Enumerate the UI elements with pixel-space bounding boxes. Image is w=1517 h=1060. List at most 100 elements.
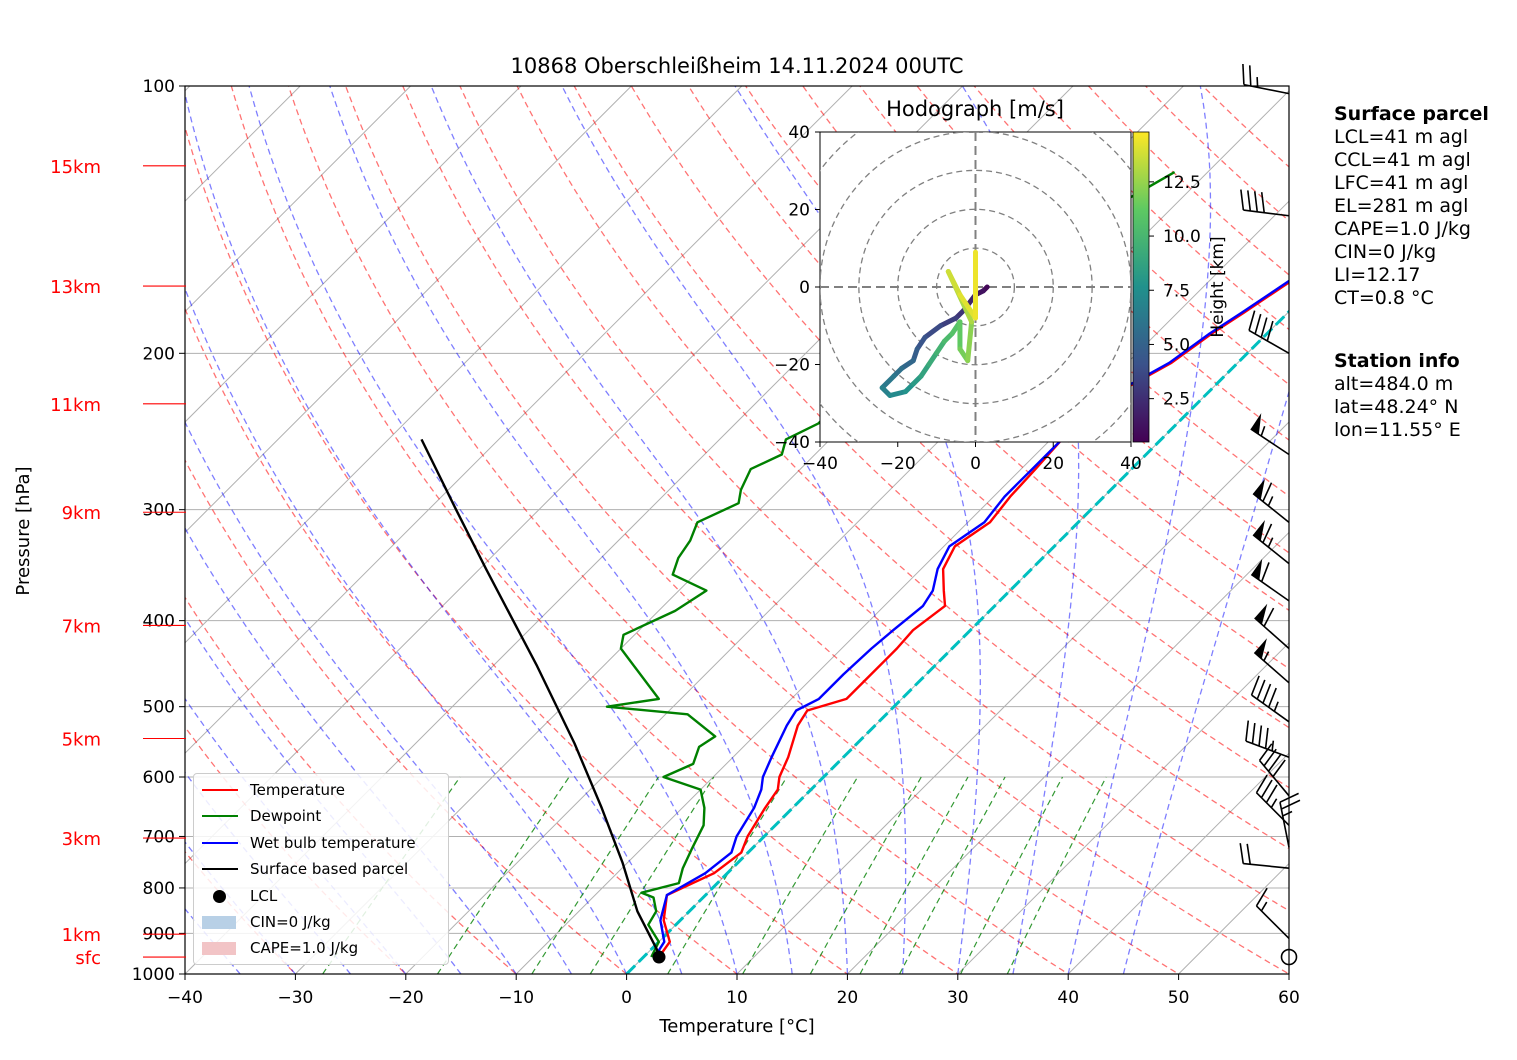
hodograph-x-tick-label: 40 — [1120, 454, 1142, 474]
wind-barb-flag — [1279, 792, 1299, 803]
height-label: 7km — [62, 616, 101, 637]
mixing-ratio-line — [960, 776, 1064, 974]
isotherm-line — [515, 200, 1289, 974]
wind-barb-half-flag — [1260, 425, 1266, 437]
height-label: 11km — [50, 395, 101, 416]
legend: Temperature Dewpoint Wet bulb temperatur… — [193, 773, 449, 965]
legend-swatch-wetbulb — [202, 842, 238, 844]
wind-barb-half-flag — [1267, 496, 1274, 507]
legend-label-cape: CAPE=1.0 J/kg — [250, 939, 359, 957]
colorbar-tick-label: 12.5 — [1163, 173, 1201, 193]
station-info-heading: Station info — [1334, 350, 1460, 372]
surface-parcel-panel: Surface parcel LCL=41 m agl CCL=41 m agl… — [1334, 103, 1489, 310]
hodograph-segment — [965, 319, 975, 364]
moist-adiabat-line — [185, 90, 683, 974]
hodograph: Hodograph [m/s] −40−40 −20 −20 0 0 20 20 40 40 2… — [774, 97, 1228, 474]
temperature-line — [658, 280, 1289, 958]
mixing-ratio-line — [667, 776, 788, 974]
station-info-panel: Station info alt=484.0 m lat=48.24° N lo… — [1334, 350, 1461, 442]
mixing-ratio-line — [437, 776, 570, 974]
dry-adiabat-line — [185, 124, 849, 974]
dry-adiabat-line — [344, 86, 1180, 974]
wind-barb-flag — [1260, 192, 1265, 213]
surface-parcel-line: LI=12.17 — [1334, 264, 1421, 286]
y-axis-label: Pressure [hPa] — [13, 466, 34, 595]
hodograph-segment — [879, 373, 897, 391]
y-tick-label: 200 — [143, 344, 175, 364]
legend-swatch-parcel — [202, 868, 238, 870]
wind-barb-staff — [1245, 740, 1290, 758]
wind-barb — [1245, 720, 1290, 758]
hodograph-y-tick-label: −20 — [774, 356, 810, 376]
y-tick-label: 700 — [143, 827, 175, 847]
x-tick-label: −40 — [167, 988, 203, 1008]
colorbar-tick-label: 2.5 — [1163, 390, 1190, 410]
hodograph-segment — [922, 323, 944, 340]
legend-item-parcel: Surface based parcel — [202, 859, 408, 879]
wind-barb — [1279, 792, 1301, 848]
wind-barb-calm — [1280, 948, 1298, 966]
wind-barb-flag — [1267, 754, 1282, 772]
wind-barb — [1254, 603, 1290, 650]
wind-barb-half-flag — [1260, 901, 1268, 912]
surface-parcel-line: LFC=41 m agl — [1334, 172, 1469, 194]
legend-item-temperature: Temperature — [202, 780, 345, 800]
wind-barb-pennant — [1254, 603, 1268, 625]
wind-barb-pennant — [1253, 520, 1265, 541]
wind-barb — [1252, 478, 1290, 523]
x-axis-label: Temperature [°C] — [658, 1016, 814, 1037]
isotherm-line — [185, 86, 411, 313]
isotherm-line — [185, 86, 743, 644]
surface-parcel-line: CIN=0 J/kg — [1334, 241, 1437, 263]
moist-adiabat-line — [185, 526, 517, 974]
wind-barb-flag — [1262, 482, 1273, 502]
surface-parcel-line: EL=281 m agl — [1334, 195, 1469, 217]
y-tick-label: 400 — [143, 612, 175, 632]
wind-barb-flag — [1260, 779, 1273, 799]
moist-adiabat-line — [734, 86, 981, 974]
wind-barb-flag — [1246, 843, 1251, 865]
dry-adiabat-line — [230, 86, 959, 974]
x-tick-label: −30 — [277, 988, 313, 1008]
legend-item-cape: CAPE=1.0 J/kg — [202, 938, 358, 958]
wetbulb-line — [653, 279, 1289, 958]
wind-barb-pennant — [1250, 413, 1262, 435]
legend-label-temperature: Temperature — [250, 781, 346, 799]
legend-label-wetbulb: Wet bulb temperature — [250, 834, 416, 852]
x-tick-label: −10 — [498, 988, 534, 1008]
wind-barb-flag — [1242, 63, 1245, 85]
x-tick-label: 0 — [621, 988, 632, 1008]
hodograph-colorbar — [1132, 131, 1150, 443]
dry-adiabat-line — [459, 86, 1289, 912]
legend-swatch-dewpoint — [202, 815, 238, 817]
mixing-ratio-line — [1006, 776, 1107, 974]
dry-adiabat-line — [185, 458, 628, 974]
wind-barb — [1250, 413, 1290, 456]
wind-barb — [1253, 638, 1290, 684]
mixing-ratio-line — [898, 776, 1006, 974]
moist-adiabat-line — [1067, 86, 1212, 974]
freezing-isotherm-line — [625, 309, 1289, 974]
chart-title: 10868 Oberschleißheim 14.11.2024 00UTC — [511, 54, 964, 78]
wind-barb-staff — [1248, 329, 1290, 355]
station-info-line: lon=11.55° E — [1334, 419, 1461, 441]
hodograph-x-tick-label: 0 — [970, 454, 981, 474]
y-tick-label: 600 — [143, 768, 175, 788]
legend-swatch-lcl — [213, 889, 226, 903]
wind-barb-half-flag — [1273, 701, 1279, 712]
wind-barb-pennant — [1254, 638, 1267, 659]
hodograph-y-tick-label: 40 — [788, 123, 810, 143]
wind-barb-pennant — [1253, 478, 1265, 500]
wind-barb-flag — [1266, 320, 1274, 342]
legend-label-dewpoint: Dewpoint — [250, 807, 322, 825]
wind-barb — [1242, 63, 1290, 95]
wind-barb — [1250, 675, 1290, 723]
wind-barb — [1240, 189, 1290, 217]
wind-barb-staff — [1279, 802, 1290, 848]
legend-item-cin: CIN=0 J/kg — [202, 912, 331, 932]
height-label: sfc — [75, 948, 101, 969]
legend-item-wetbulb: Wet bulb temperature — [202, 833, 416, 853]
wind-barb-flag — [1260, 562, 1270, 582]
mixing-ratio-line — [589, 776, 715, 974]
dry-adiabat-line — [185, 307, 739, 974]
